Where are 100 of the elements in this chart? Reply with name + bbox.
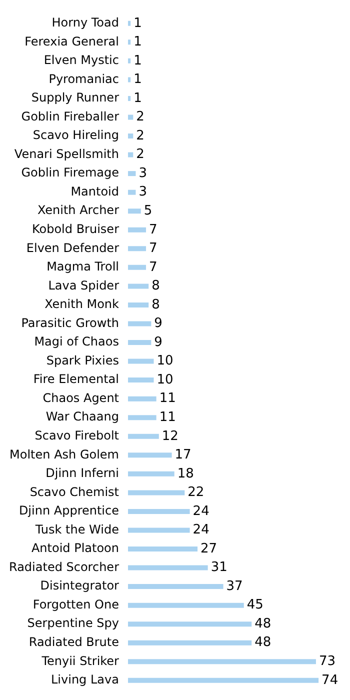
y-tick-label: Djinn Apprentice [18, 504, 119, 518]
y-tick-label: Forgotten One [32, 597, 119, 612]
y-tick-label: Chaos Agent [42, 390, 120, 405]
data-label: 7 [149, 260, 158, 275]
y-tick-label: Scavo Chemist [30, 484, 120, 499]
bar [128, 114, 134, 120]
bar [128, 490, 185, 496]
data-label: 1 [134, 90, 142, 106]
y-tick-label: Molten Ash Golem [10, 447, 119, 462]
y-tick-label: Radiated Scorcher [9, 560, 120, 574]
data-label: 1 [134, 16, 142, 31]
data-label: 1 [134, 72, 142, 88]
data-label: 73 [318, 654, 336, 670]
data-label: 7 [149, 241, 158, 256]
y-tick-label: Parasitic Growth [21, 316, 119, 330]
y-tick-label: Tusk the Wide [34, 522, 119, 536]
y-tick-label: Kobold Bruiser [32, 222, 120, 236]
data-label: 18 [177, 466, 194, 482]
bar [128, 190, 136, 195]
y-tick-label: Goblin Fireballer [21, 109, 120, 124]
bar [128, 602, 244, 608]
data-label: 11 [159, 410, 176, 425]
bar [128, 528, 190, 533]
data-label: 27 [200, 541, 218, 556]
y-tick-label: Lava Spider [48, 278, 120, 292]
y-tick-label: Living Lava [51, 672, 119, 687]
bar [128, 640, 252, 646]
y-tick-label: Djinn Inferni [46, 466, 119, 480]
y-tick-label: Magi of Chaos [34, 334, 119, 349]
bar [128, 378, 154, 383]
bar [128, 264, 146, 270]
data-label: 24 [192, 504, 210, 519]
y-tick-label: Antoid Platoon [31, 541, 119, 556]
y-tick-label: Tenyii Striker [40, 654, 120, 668]
y-tick-label: Radiated Brute [28, 634, 119, 649]
y-tick-label: Elven Mystic [44, 53, 119, 68]
bar [128, 434, 159, 439]
bar [128, 396, 156, 402]
data-label: 2 [136, 128, 144, 144]
y-tick-label: Mantoid [70, 184, 119, 198]
y-tick-label: Fire Elemental [33, 372, 119, 386]
data-label: 31 [210, 560, 228, 576]
y-tick-label: Serpentine Spy [27, 616, 119, 630]
data-label: 5 [144, 203, 152, 218]
bar [128, 302, 149, 308]
data-label: 8 [152, 278, 160, 294]
y-tick-label: Supply Runner [31, 90, 120, 105]
bar [128, 565, 208, 570]
bar [128, 584, 224, 590]
bar [128, 227, 146, 232]
bar [128, 284, 149, 289]
data-label: 48 [254, 616, 272, 632]
data-label: 7 [149, 222, 158, 238]
bar [128, 508, 190, 514]
y-tick-label: Xenith Monk [44, 297, 120, 312]
data-label: 2 [136, 147, 144, 162]
data-label: 9 [154, 316, 162, 332]
data-label: 12 [162, 428, 178, 444]
data-label: 9 [154, 334, 162, 350]
bar [128, 58, 131, 64]
bar [128, 415, 156, 420]
data-label: 74 [322, 672, 338, 688]
y-tick-label: Elven Defender [26, 240, 120, 255]
bar [128, 659, 316, 664]
bar [128, 471, 174, 476]
bar [128, 77, 131, 82]
y-tick-label: Goblin Firemage [21, 166, 119, 180]
data-label: 45 [246, 598, 264, 613]
data-label: 8 [152, 297, 160, 312]
bar [128, 358, 154, 364]
data-label: 10 [156, 354, 174, 369]
data-label: 11 [159, 391, 176, 406]
data-label: 37 [226, 578, 243, 594]
bar [128, 678, 319, 683]
y-tick-label: Pyromaniac [48, 72, 119, 86]
y-tick-label: War Chaang [46, 410, 119, 424]
data-label: 2 [136, 110, 144, 125]
data-label: 10 [156, 372, 174, 388]
bar [128, 152, 134, 158]
bar [128, 134, 134, 139]
y-tick-label: Magma Troll [46, 260, 119, 274]
data-label: 48 [254, 635, 272, 650]
bar [128, 321, 152, 326]
y-tick-label: Xenith Archer [37, 203, 120, 218]
y-tick-label: Scavo Firebolt [34, 428, 120, 442]
bar [128, 452, 172, 458]
data-label: 17 [174, 448, 192, 463]
y-tick-label: Spark Pixies [46, 353, 119, 368]
data-label: 22 [188, 485, 204, 500]
data-label: 1 [134, 53, 142, 68]
data-label: 1 [134, 34, 142, 50]
bar [128, 622, 252, 627]
y-tick-label: Venari Spellsmith [14, 146, 119, 161]
data-label: 3 [138, 184, 148, 200]
bar [128, 208, 141, 214]
bar [128, 246, 146, 252]
bar [128, 546, 198, 552]
bar [128, 171, 136, 176]
data-label: 24 [192, 522, 210, 538]
data-label: 3 [138, 166, 148, 181]
